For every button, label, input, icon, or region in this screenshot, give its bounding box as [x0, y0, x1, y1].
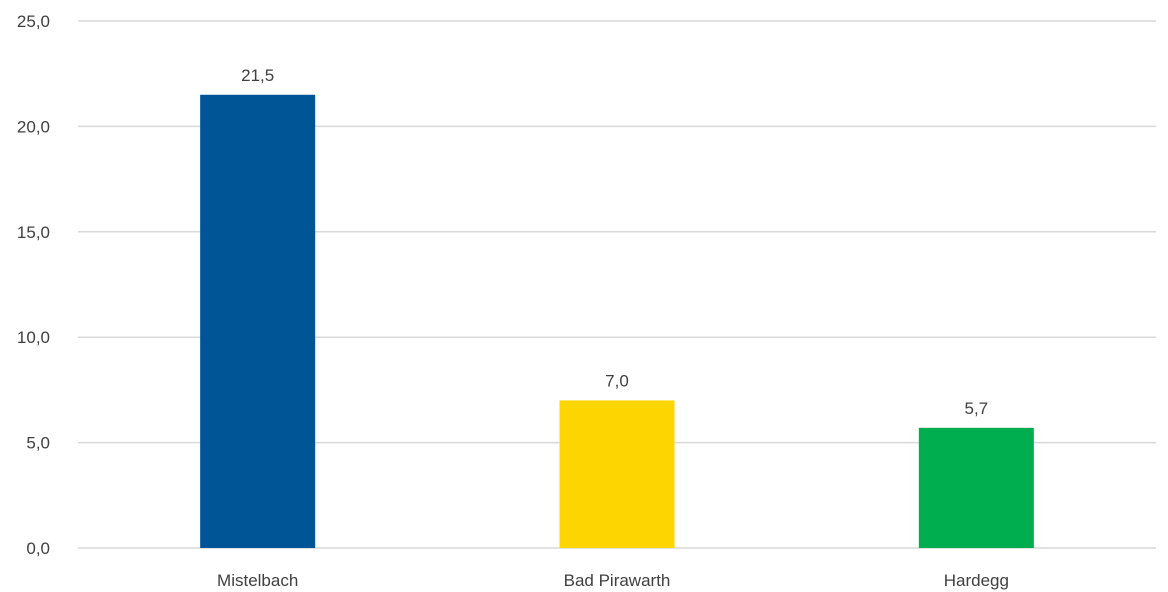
x-category-label: Bad Pirawarth [564, 571, 671, 590]
bar-bad-pirawarth [559, 400, 675, 548]
y-tick-label: 15,0 [17, 223, 50, 242]
y-tick-label: 5,0 [26, 434, 50, 453]
y-tick-label: 10,0 [17, 328, 50, 347]
bar-hardegg [918, 427, 1034, 548]
data-label: 21,5 [241, 66, 274, 85]
bars [200, 94, 1034, 548]
y-tick-label: 25,0 [17, 12, 50, 31]
x-category-label: Mistelbach [217, 571, 298, 590]
y-tick-label: 20,0 [17, 117, 50, 136]
x-axis-category-labels: Mistelbach Bad Pirawarth Hardegg [217, 571, 1009, 590]
bar-mistelbach [200, 94, 316, 548]
x-category-label: Hardegg [944, 571, 1009, 590]
data-label: 5,7 [965, 399, 989, 418]
y-axis-tick-labels: 0,0 5,0 10,0 15,0 20,0 25,0 [17, 12, 50, 558]
data-label: 7,0 [605, 371, 629, 390]
y-tick-label: 0,0 [26, 539, 50, 558]
data-labels: 21,5 7,0 5,7 [241, 66, 988, 418]
